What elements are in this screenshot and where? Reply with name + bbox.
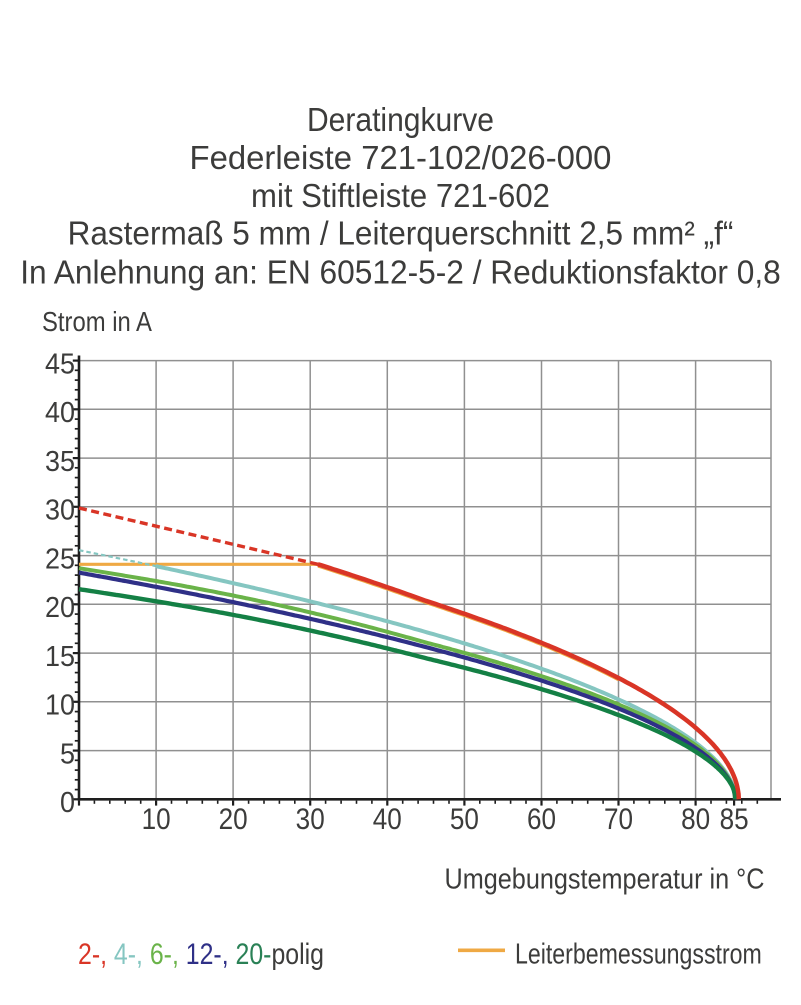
svg-text:Deratingkurve: Deratingkurve xyxy=(307,101,494,139)
svg-text:10: 10 xyxy=(45,689,75,721)
svg-text:10: 10 xyxy=(142,802,171,835)
svg-text:5: 5 xyxy=(60,738,75,770)
svg-text:20: 20 xyxy=(45,591,75,623)
svg-text:Leiterbemessungsstrom: Leiterbemessungsstrom xyxy=(515,937,762,970)
svg-text:Rastermaß 5 mm / Leiterquersch: Rastermaß 5 mm / Leiterquerschnitt 2,5 m… xyxy=(68,215,734,252)
svg-text:45: 45 xyxy=(45,348,75,380)
svg-text:30: 30 xyxy=(45,494,75,526)
svg-text:15: 15 xyxy=(45,640,75,672)
svg-text:Umgebungstemperatur in °C: Umgebungstemperatur in °C xyxy=(445,862,765,895)
svg-text:80: 80 xyxy=(681,802,710,835)
svg-text:70: 70 xyxy=(604,802,633,835)
svg-text:In Anlehnung an: EN 60512-5-2: In Anlehnung an: EN 60512-5-2 / Reduktio… xyxy=(20,254,780,291)
svg-text:20: 20 xyxy=(219,802,248,835)
svg-text:2-, 4-, 6-, 12-, 20-polig: 2-, 4-, 6-, 12-, 20-polig xyxy=(78,937,324,971)
svg-text:mit Stiftleiste 721-602: mit Stiftleiste 721-602 xyxy=(251,177,550,214)
svg-text:35: 35 xyxy=(45,445,75,477)
svg-text:Strom in A: Strom in A xyxy=(42,305,153,337)
svg-text:40: 40 xyxy=(45,396,75,428)
svg-text:0: 0 xyxy=(60,786,75,818)
svg-text:85: 85 xyxy=(720,802,749,835)
svg-text:60: 60 xyxy=(527,802,556,835)
svg-text:40: 40 xyxy=(373,802,402,835)
svg-text:50: 50 xyxy=(450,802,479,835)
svg-text:Federleiste 721-102/026-000: Federleiste 721-102/026-000 xyxy=(190,139,612,176)
svg-text:30: 30 xyxy=(296,802,325,835)
svg-text:25: 25 xyxy=(45,543,75,575)
